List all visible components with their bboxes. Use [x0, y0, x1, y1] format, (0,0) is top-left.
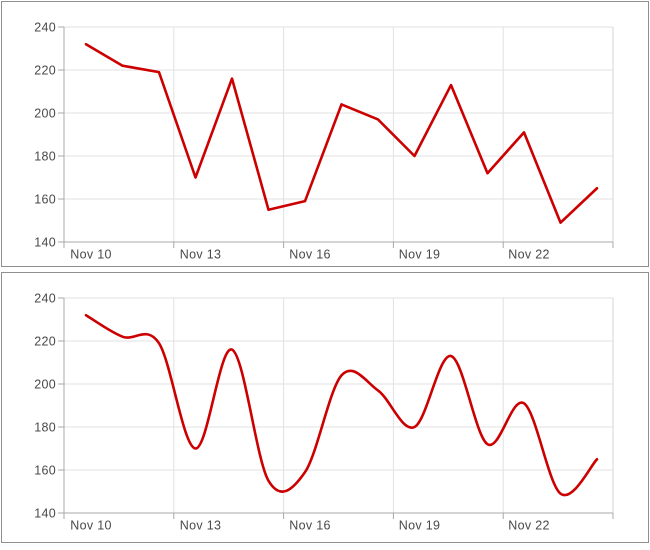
x-tick-label: Nov 16 [289, 519, 330, 533]
x-tick-label: Nov 22 [508, 248, 549, 262]
line-chart-linear: 140 160 180 200 220 240 Nov 10 Nov 13 Nov 16 Nov … [34, 20, 614, 262]
x-tick-label: Nov 10 [70, 519, 111, 533]
x-tick-label: Nov 13 [180, 519, 221, 533]
y-tick-label: 180 [34, 420, 56, 434]
y-tick-label: 160 [34, 192, 56, 206]
x-tick-label: Nov 22 [508, 519, 549, 533]
x-tick-label: Nov 19 [399, 519, 440, 533]
y-tick-label: 160 [34, 463, 56, 477]
y-tick-label: 240 [34, 20, 56, 34]
y-tick-label: 240 [34, 291, 56, 305]
chart-panel-linear: 140 160 180 200 220 240 Nov 10 Nov 13 Nov 16 Nov … [1, 1, 649, 267]
y-tick-label: 180 [34, 149, 56, 163]
line-chart-smoothed: 140 160 180 200 220 240 Nov 10 Nov 13 Nov 16 Nov … [34, 291, 614, 533]
x-tick-label: Nov 10 [70, 248, 111, 262]
y-tick-label: 200 [34, 377, 56, 391]
chart-panel-smoothed: 140 160 180 200 220 240 Nov 10 Nov 13 Nov 16 Nov … [1, 272, 649, 543]
y-tick-label: 140 [34, 235, 56, 249]
x-tick-label: Nov 16 [289, 248, 330, 262]
y-tick-label: 220 [34, 63, 56, 77]
x-tick-label: Nov 13 [180, 248, 221, 262]
y-tick-label: 140 [34, 506, 56, 520]
y-tick-label: 220 [34, 334, 56, 348]
y-tick-label: 200 [34, 106, 56, 120]
series-line [84, 42, 599, 224]
series-line [84, 313, 599, 497]
x-tick-label: Nov 19 [399, 248, 440, 262]
